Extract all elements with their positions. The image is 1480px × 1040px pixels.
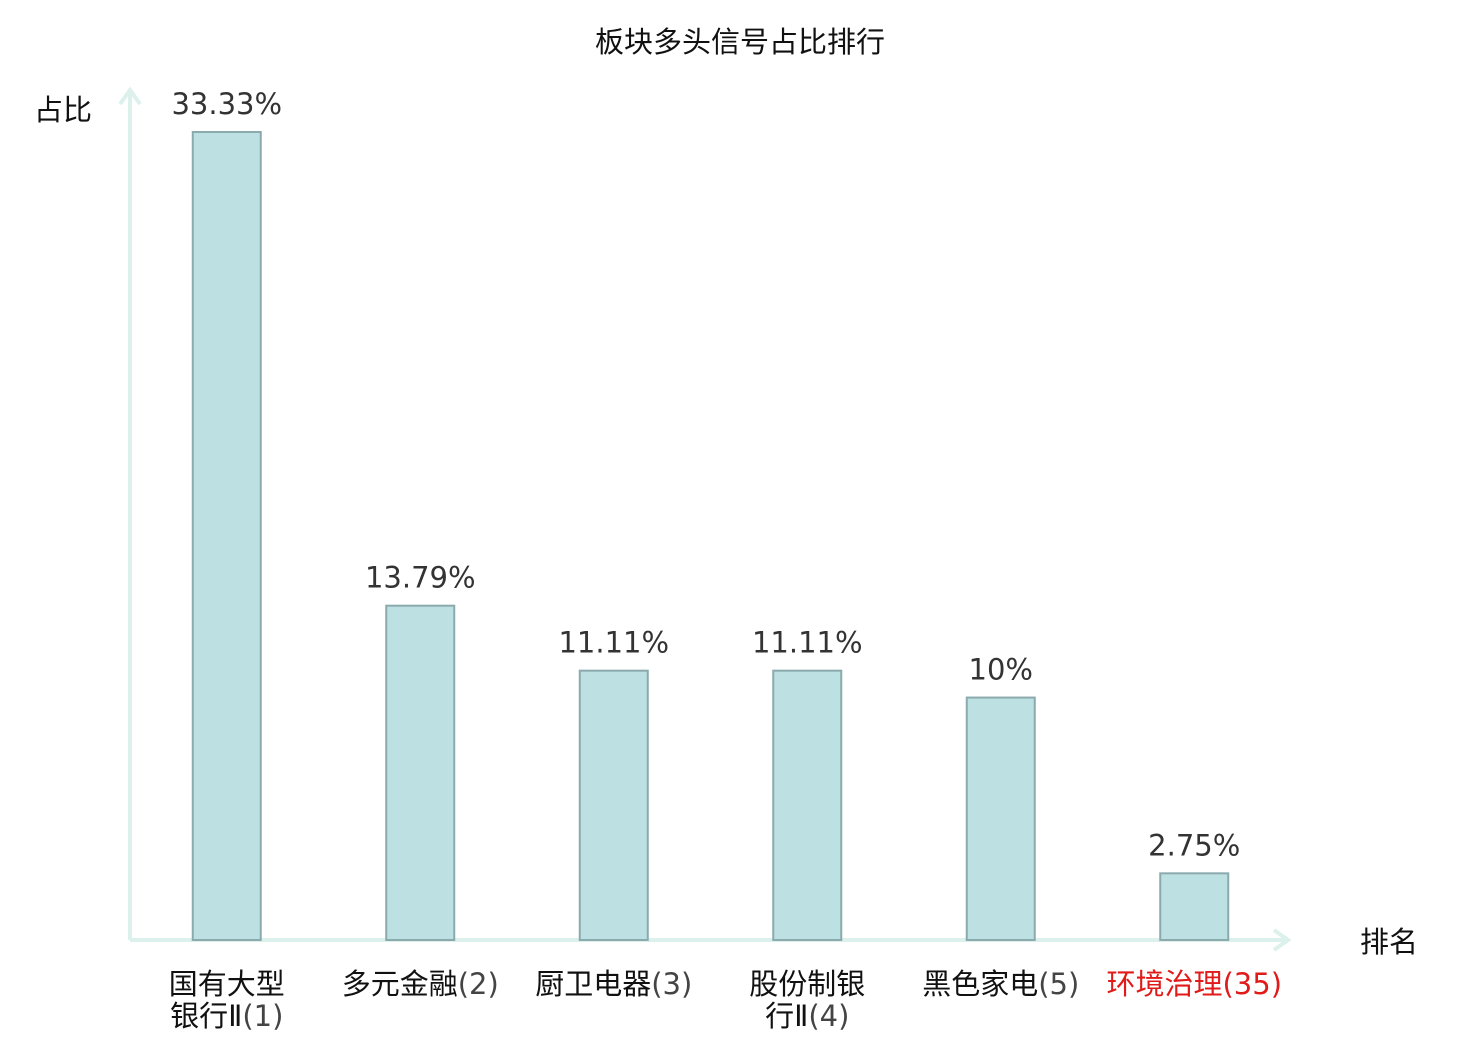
category-rank: (1) — [242, 999, 283, 1033]
bar — [385, 604, 456, 941]
bar — [1159, 872, 1230, 941]
bar — [772, 669, 843, 942]
y-axis-arrow-icon — [118, 86, 142, 106]
category-label: 黑色家电(5) — [922, 967, 1079, 1001]
value-label: 10% — [969, 653, 1033, 687]
category-label: 多元金融(2) — [342, 967, 499, 1001]
category-rank: (4) — [808, 999, 849, 1033]
category-rank: (5) — [1038, 967, 1079, 1001]
value-labels: 33.33% 13.79% 11.11% 11.11% 10% 2.75% — [171, 87, 1240, 862]
value-label: 11.11% — [558, 626, 669, 660]
category-name: 环境治理 — [1106, 967, 1222, 1001]
value-label: 11.11% — [752, 626, 863, 660]
category-label: 环境治理(35) — [1106, 967, 1282, 1001]
y-axis-label: 占比 — [34, 93, 92, 127]
bar — [578, 669, 649, 942]
category-rank: (35) — [1222, 967, 1282, 1001]
category-labels: 国有大型银行Ⅱ(1) 多元金融(2) 厨卫电器(3) 股份制银行Ⅱ(4) 黑色家电(5)… — [169, 967, 1282, 1033]
category-rank: (3) — [651, 967, 692, 1001]
x-axis-arrow-icon — [1272, 928, 1292, 952]
category-label: 股份制银行Ⅱ(4) — [749, 967, 865, 1033]
x-axis-label: 排名 — [1360, 925, 1418, 959]
category-name: 行Ⅱ — [765, 999, 808, 1033]
chart-title: 板块多头信号占比排行 — [595, 25, 885, 59]
axes — [118, 86, 1292, 952]
category-name: 黑色家电 — [922, 967, 1038, 1001]
category-name: 股份制银 — [749, 967, 865, 1001]
value-label: 33.33% — [171, 87, 282, 121]
category-label: 厨卫电器(3) — [535, 967, 692, 1001]
bar — [191, 131, 262, 941]
bars — [191, 131, 1230, 942]
category-name: 国有大型 — [169, 967, 285, 1001]
category-name: 厨卫电器 — [535, 967, 651, 1001]
category-rank: (2) — [458, 967, 499, 1001]
value-label: 13.79% — [365, 561, 476, 595]
category-name: 银行Ⅱ — [170, 999, 242, 1033]
category-label: 国有大型银行Ⅱ(1) — [169, 967, 285, 1033]
value-label: 2.75% — [1148, 828, 1240, 862]
category-name: 多元金融 — [342, 967, 458, 1001]
bar — [965, 696, 1036, 941]
